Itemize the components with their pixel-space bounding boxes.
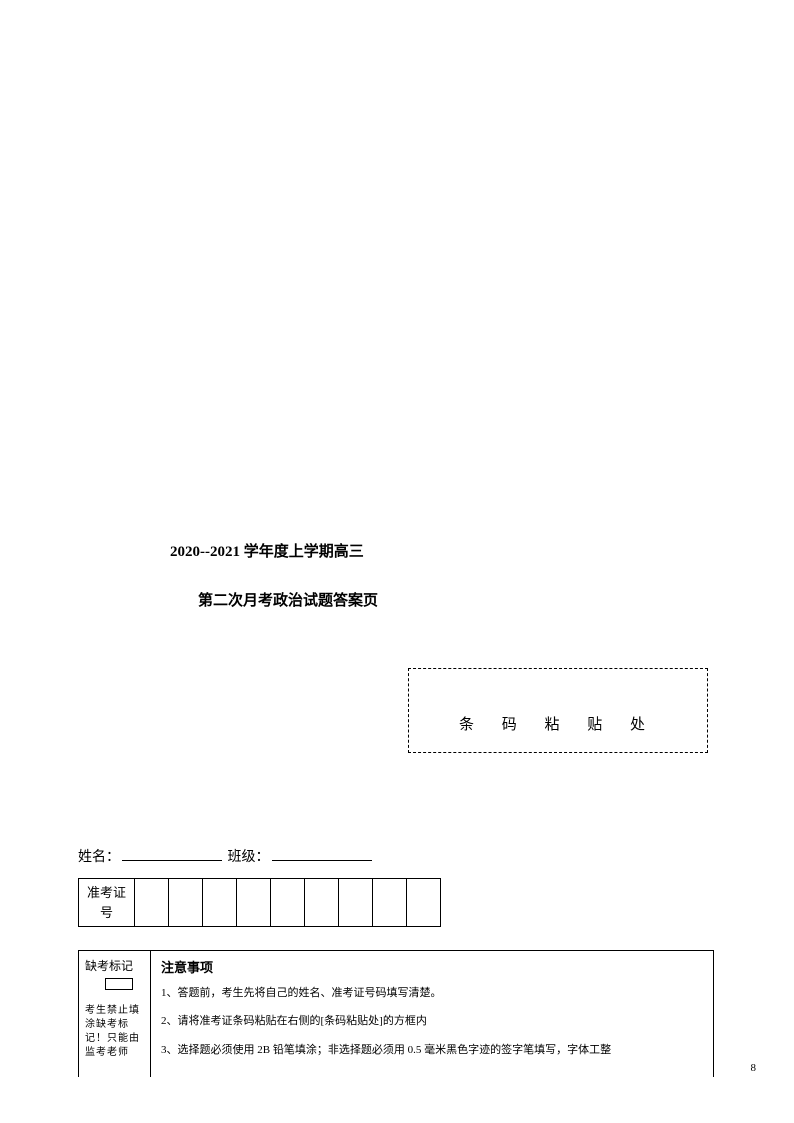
title-line-1: 2020--2021 学年度上学期高三	[170, 540, 570, 561]
admission-digit-cell[interactable]	[237, 879, 271, 927]
absent-mark-box: 缺考标记 考生禁止填涂缺考标记！只能由监考老师	[79, 951, 151, 1077]
student-info-row: 姓名： 班级：	[78, 846, 374, 866]
admission-digit-cell[interactable]	[305, 879, 339, 927]
admission-label-cell: 准考证号	[79, 879, 135, 927]
class-input-line[interactable]	[272, 860, 372, 861]
notice-box: 注意事项 1、答题前，考生先将自己的姓名、准考证号码填写清楚。 2、请将准考证条…	[151, 951, 713, 1077]
admission-digit-cell[interactable]	[373, 879, 407, 927]
title-section: 2020--2021 学年度上学期高三 第二次月考政治试题答案页	[170, 540, 570, 610]
class-label: 班级：	[228, 850, 270, 865]
title-line-2: 第二次月考政治试题答案页	[198, 589, 570, 610]
absent-mark-title: 缺考标记	[85, 957, 144, 974]
admission-digit-cell[interactable]	[271, 879, 305, 927]
notice-title: 注意事项	[161, 957, 703, 976]
barcode-label: 条 码 粘 贴 处	[459, 713, 657, 734]
notice-item-1: 1、答题前，考生先将自己的姓名、准考证号码填写清楚。	[161, 986, 703, 1000]
admission-digit-cell[interactable]	[203, 879, 237, 927]
notice-item-3: 3、选择题必须使用 2B 铅笔填涂；非选择题必须用 0.5 毫米黑色字迹的签字笔…	[161, 1043, 703, 1057]
name-input-line[interactable]	[122, 860, 222, 861]
admission-digit-cell[interactable]	[407, 879, 441, 927]
admission-digit-cell[interactable]	[339, 879, 373, 927]
notice-item-2: 2、请将准考证条码粘贴在右侧的[条码粘贴处]的方框内	[161, 1014, 703, 1028]
absent-mark-note: 考生禁止填涂缺考标记！只能由监考老师	[85, 1004, 144, 1060]
page-number: 8	[751, 1062, 757, 1074]
admission-digit-cell[interactable]	[169, 879, 203, 927]
absent-mark-checkbox	[105, 978, 133, 990]
bottom-info-container: 缺考标记 考生禁止填涂缺考标记！只能由监考老师 注意事项 1、答题前，考生先将自…	[78, 950, 714, 1077]
admission-digit-cell[interactable]	[135, 879, 169, 927]
name-label: 姓名：	[78, 850, 120, 865]
barcode-placeholder-box: 条 码 粘 贴 处	[408, 668, 708, 753]
admission-number-table: 准考证号	[78, 878, 441, 927]
